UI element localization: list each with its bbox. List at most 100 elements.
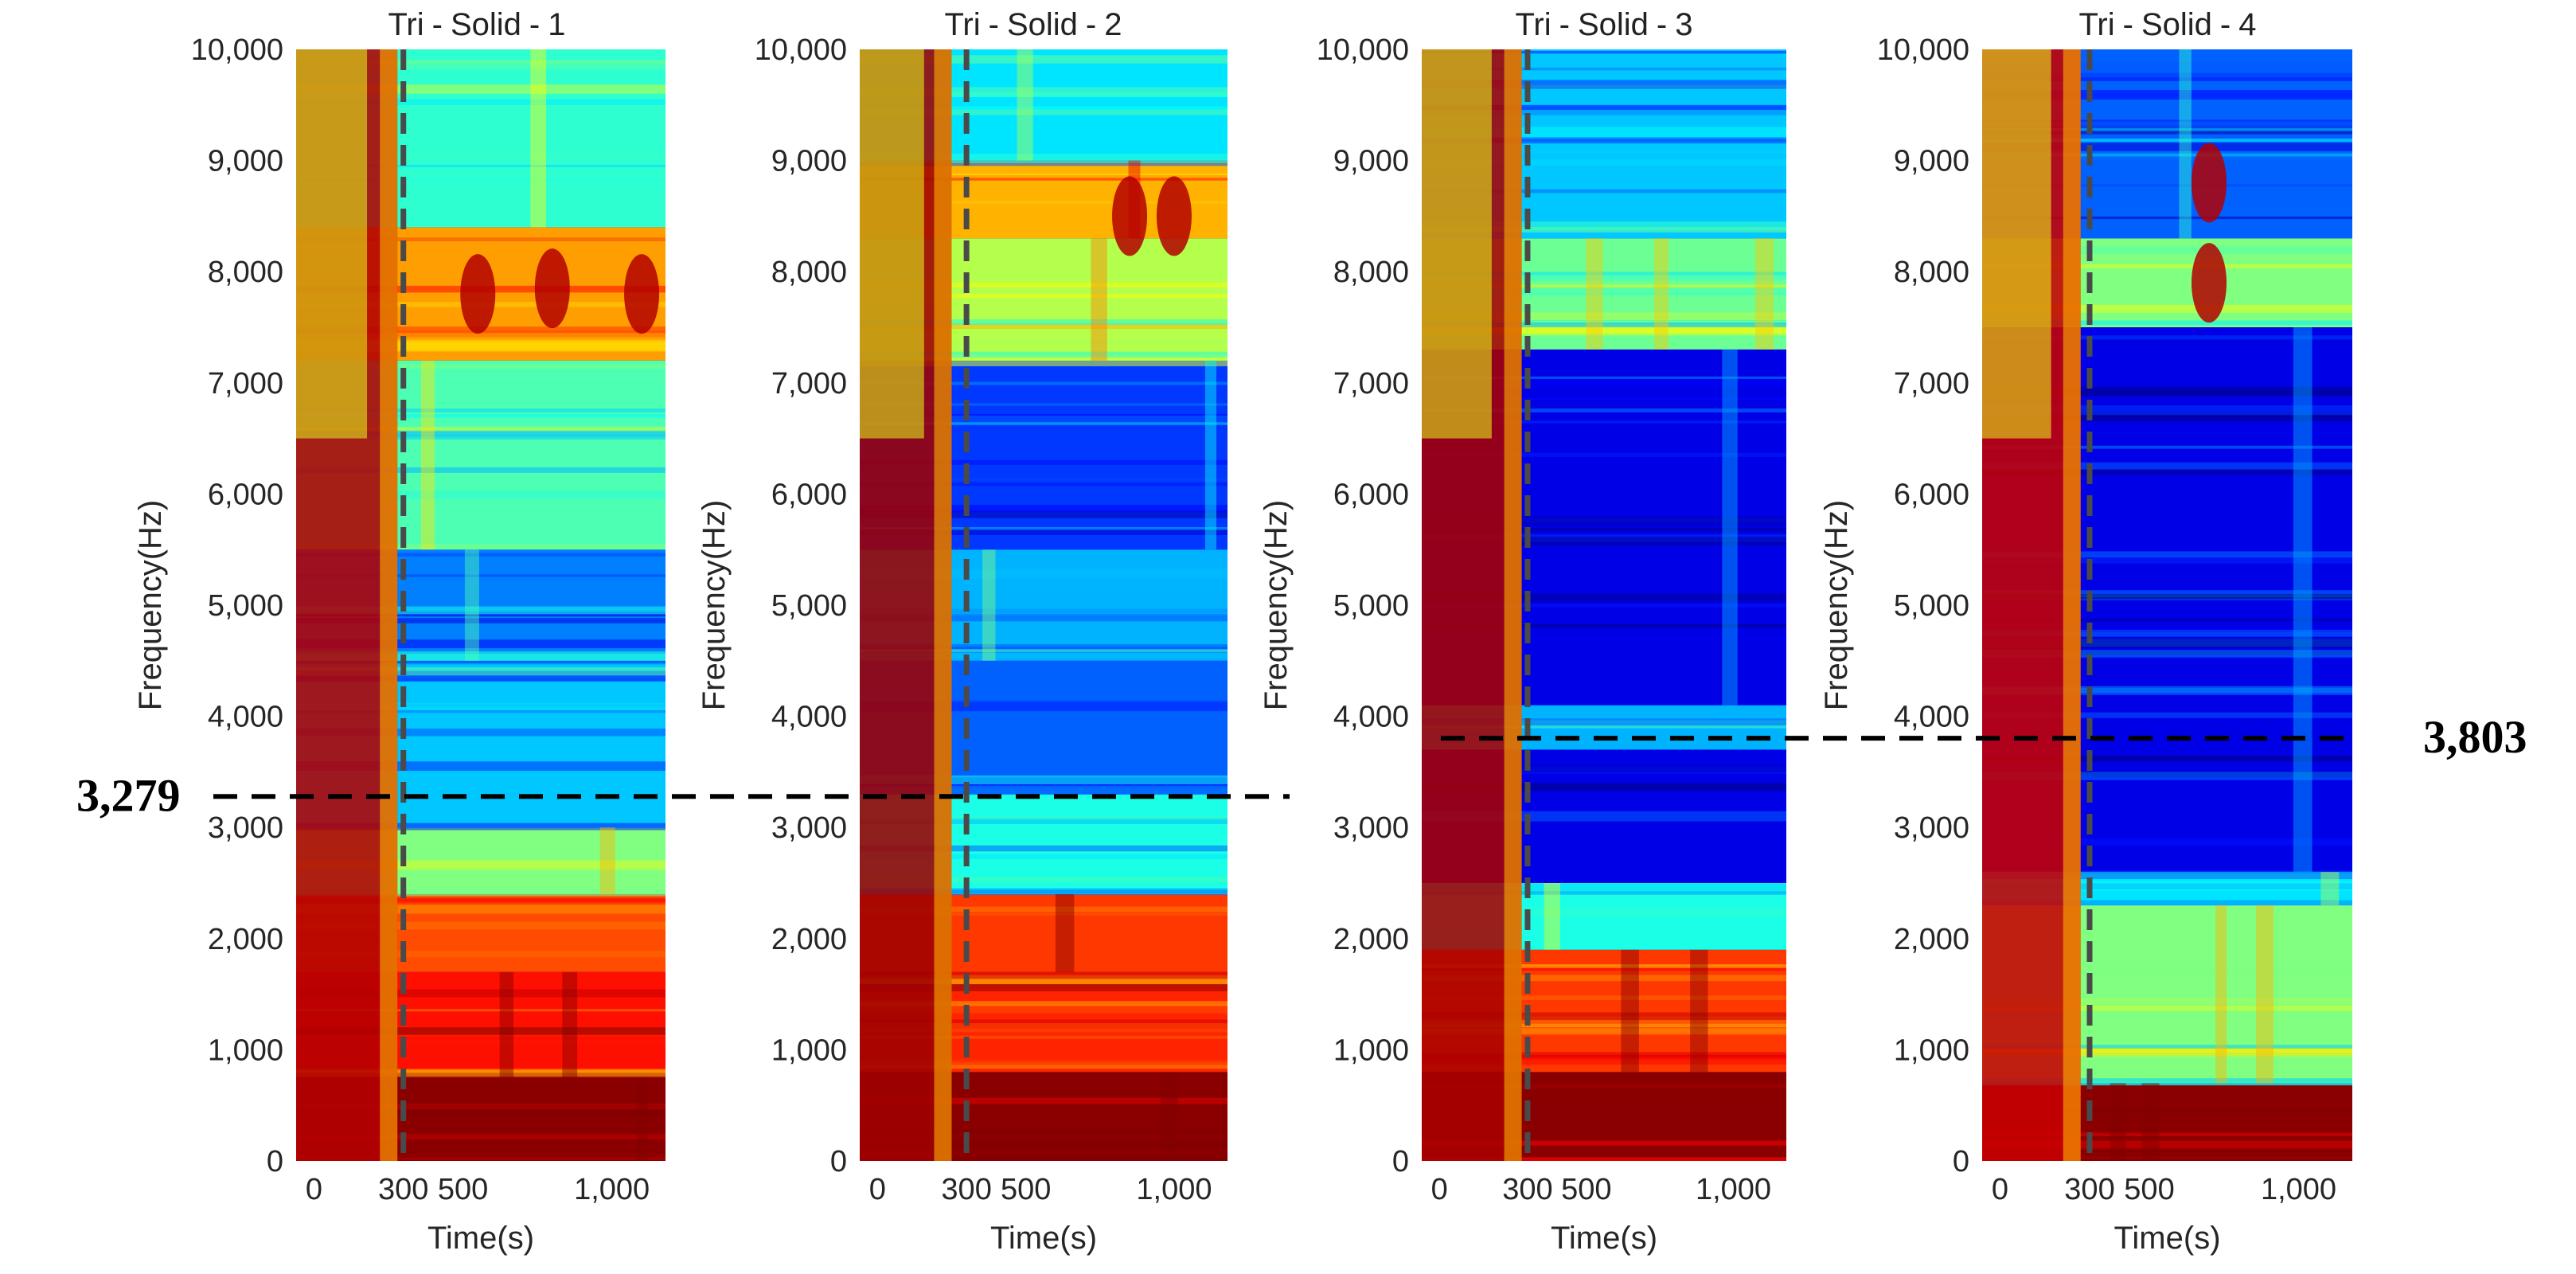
panel-1-stripe — [296, 427, 665, 432]
annotation-3803-label: 3,803 — [2423, 711, 2527, 763]
panel-3-heatmap — [1422, 49, 1786, 1161]
panel-1-stripe — [296, 921, 665, 930]
panel-4-stripe — [1982, 900, 2352, 906]
panel-2-ytick-label: 0 — [830, 1145, 847, 1178]
panel-2-stripe — [860, 614, 1228, 622]
panel-2-stripe — [860, 55, 1228, 64]
panel-2-stripe — [860, 787, 1228, 795]
panel-3-stripe — [1422, 67, 1786, 71]
panel-4-stripe — [1982, 1130, 2352, 1134]
panel-2-title: Tri - Solid -2 — [944, 7, 1122, 42]
panel-2-stripe — [860, 1160, 1228, 1161]
panel-2-ytick-label: 9,000 — [771, 145, 847, 178]
panel-3-ytick-label: 4,000 — [1333, 701, 1409, 734]
panel-1-stripe — [296, 761, 665, 772]
panel-2-burst — [982, 549, 996, 661]
panel-1-stripe — [296, 94, 665, 97]
panel-3-stripe — [1422, 1012, 1786, 1021]
panel-1-ytick-label: 8,000 — [208, 256, 283, 289]
panel-3-stripe — [1422, 312, 1786, 321]
panel-1-stripe — [296, 1103, 665, 1110]
panel-2-xtick-label: 500 — [1001, 1173, 1051, 1206]
panel-2-x-ticks: 0 300 500 1,000 — [869, 1173, 1212, 1206]
panel-4-stripe — [1982, 557, 2352, 564]
panel-4-stripe — [1982, 629, 2352, 637]
panel-1-stripe — [296, 606, 665, 615]
panel-1-stripe — [296, 1027, 665, 1035]
panel-4-stripe — [1982, 1081, 2352, 1086]
panel-3-stripe — [1422, 149, 1786, 154]
panel-2-stripe — [860, 459, 1228, 465]
panel-3-ytick-label: 9,000 — [1333, 145, 1409, 178]
panel-4-y-ticks: 0 1,000 2,000 3,000 4,000 5,000 6,000 7,000 8,00… — [1877, 33, 1969, 1178]
panel-1-stripe — [296, 989, 665, 998]
panel-4-stripe — [1982, 1047, 2352, 1057]
panel-1-stripe — [296, 651, 665, 661]
panel-4-xtick-label: 300 — [2064, 1173, 2114, 1206]
panel-1-stripe — [296, 728, 665, 737]
panel-3-transient-top — [1422, 49, 1492, 439]
panel-3-title: Tri - Solid -3 — [1515, 7, 1692, 42]
panel-1-burst — [636, 1077, 649, 1161]
panel-2-stripe — [860, 845, 1228, 852]
panel-1-stripe — [296, 667, 665, 676]
panel-3-ytick-label: 5,000 — [1333, 589, 1409, 623]
panel-1-stripe — [296, 408, 665, 413]
panel-2-stripe — [860, 1128, 1228, 1134]
panel-4-ylabel: Frequency(Hz) — [1819, 500, 1854, 711]
panel-4-ytick-label: 3,000 — [1894, 811, 1969, 845]
panel-1-stripe — [296, 490, 665, 499]
panel-1-stripe — [296, 1134, 665, 1139]
panel-4-stripe — [1982, 1140, 2352, 1151]
panel-1-hot-peak-0 — [460, 254, 496, 334]
panel-2-stripe — [860, 351, 1228, 358]
panel-4-stripe — [1982, 320, 2352, 326]
panel-4-stripe — [1982, 551, 2352, 558]
panel-2-stripe — [860, 983, 1228, 991]
panel-4-ytick-label: 2,000 — [1894, 923, 1969, 956]
panel-4-stripe — [1982, 1078, 2352, 1085]
panel-3-stripe — [1422, 80, 1786, 89]
panel-2-stripe — [860, 413, 1228, 423]
panel-2-stripe — [860, 816, 1228, 820]
panel-2-ytick-label: 2,000 — [771, 923, 847, 956]
panel-2-stripe — [860, 913, 1228, 916]
panel-3-stripe — [1422, 891, 1786, 895]
panel-2: Tri - Solid -2 0 1,000 2,000 3,000 4,000 5,000 6,… — [697, 7, 1228, 1256]
panel-3-ytick-label: 2,000 — [1333, 923, 1409, 956]
panel-4-stripe — [1982, 386, 2352, 397]
panel-2-stripe — [860, 906, 1228, 913]
panel-4-stripe — [1982, 998, 2352, 1005]
panel-3-stripe — [1422, 718, 1786, 726]
panel-1-stripe — [296, 618, 665, 623]
panel-2-xtick-label: 300 — [941, 1173, 991, 1206]
panel-2-stripe — [860, 1023, 1228, 1033]
panel-3-stripe — [1422, 189, 1786, 193]
panel-2-stripe — [860, 877, 1228, 883]
panel-2-stripe — [860, 975, 1228, 985]
panel-2-stripe — [860, 854, 1228, 859]
panel-1-burst — [599, 827, 615, 894]
panel-1-ytick-label: 2,000 — [208, 923, 283, 956]
panel-1-stripe — [296, 60, 665, 64]
panel-2-stripe — [860, 1035, 1228, 1039]
panel-1-hot-peak-1 — [624, 254, 660, 334]
panel-4-stripe — [1982, 245, 2352, 255]
panel-1-stripe — [296, 897, 665, 901]
panel-3-stripe — [1422, 1027, 1786, 1034]
panel-3-stripe — [1422, 158, 1786, 166]
panel-3-stripe — [1422, 1054, 1786, 1059]
panel-1-ytick-label: 10,000 — [191, 33, 283, 67]
panel-2-ytick-label: 5,000 — [771, 589, 847, 623]
panel-2-stripe — [860, 1142, 1228, 1148]
panel-1-x-ticks: 0 300 500 1,000 — [306, 1173, 650, 1206]
panel-3-stripe — [1422, 104, 1786, 110]
panel-4-stripe — [1982, 153, 2352, 157]
panel-1-stripe — [296, 698, 665, 707]
panel-2-stripe — [860, 1062, 1228, 1069]
panel-3-stripe — [1422, 408, 1786, 412]
panel-2-stripe — [860, 478, 1228, 482]
panel-2-stripe — [860, 1001, 1228, 1006]
panel-3-burst — [1754, 238, 1774, 350]
